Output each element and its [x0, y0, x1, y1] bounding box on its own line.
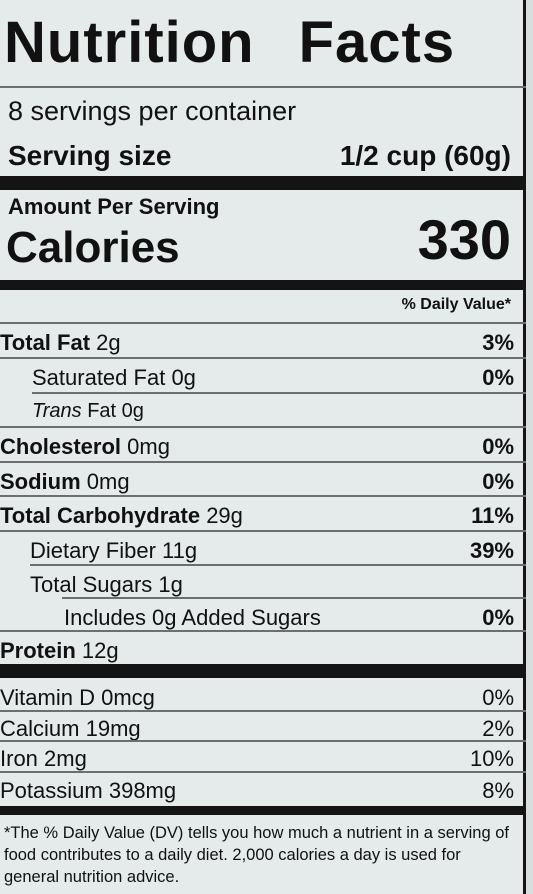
nutrient-name: Total Sugars	[30, 572, 153, 597]
vitamin-dv: 0%	[482, 685, 514, 710]
nutrient-row-cholesterol: Cholesterol 0mg 0%	[0, 428, 526, 462]
divider-thin	[62, 597, 526, 599]
divider-thin	[0, 86, 526, 88]
nutrient-amount: 0g	[171, 365, 196, 390]
vitamin-amount: 2mg	[44, 746, 87, 771]
nutrient-dv: 39%	[469, 538, 514, 563]
title-word-facts: Facts	[298, 10, 456, 75]
vitamin-row-potassium: Potassium 398mg 8%	[0, 772, 526, 806]
nutrient-row-total-carbohydrate: Total Carbohydrate 29g 11%	[0, 497, 526, 531]
nutrient-row-total-sugars: Total Sugars 1g	[0, 566, 526, 600]
divider-medium	[0, 280, 526, 290]
label-title: Nutrition Facts	[4, 14, 455, 72]
nutrient-name: Saturated Fat	[32, 365, 166, 390]
nutrient-row-sodium: Sodium 0mg 0%	[0, 463, 526, 497]
vitamin-name: Iron	[0, 746, 38, 771]
nutrient-amount: 0mg	[127, 434, 170, 459]
vitamin-row-calcium: Calcium 19mg 2%	[0, 710, 526, 744]
divider-thick	[0, 176, 526, 190]
divider-thin	[0, 771, 526, 773]
vitamin-amount: 398mg	[108, 778, 177, 803]
nutrient-row-total-fat: Total Fat 2g 3%	[0, 324, 526, 358]
nutrient-row-protein: Protein 12g	[0, 632, 526, 666]
nutrient-amount: 2g	[96, 330, 121, 355]
nutrient-amount: 1g	[158, 572, 183, 597]
daily-value-footnote: *The % Daily Value (DV) tells you how mu…	[4, 824, 510, 886]
vitamin-row-vitamin-d: Vitamin D 0mcg 0%	[0, 679, 526, 713]
divider-thin	[0, 630, 526, 632]
nutrient-dv: 0%	[482, 365, 514, 390]
nutrient-name: Cholesterol	[0, 434, 122, 459]
nutrient-dv: 11%	[471, 503, 514, 528]
vitamin-dv: 2%	[482, 716, 514, 741]
calories-label: Calories	[6, 223, 180, 272]
nutrient-name: Total Fat	[0, 330, 91, 355]
title-word-nutrition: Nutrition	[4, 10, 255, 75]
divider-thin	[0, 530, 526, 532]
vitamin-dv: 8%	[482, 778, 514, 803]
nutrient-dv: 3%	[482, 330, 514, 355]
vitamin-name: Vitamin D	[0, 685, 95, 710]
serving-size-value: 1/2 cup (60g)	[339, 140, 511, 171]
nutrient-name: Total Carbohydrate	[0, 503, 201, 528]
divider-thin	[0, 461, 526, 463]
divider-thin	[0, 495, 526, 497]
daily-value-header: % Daily Value*	[401, 296, 511, 313]
divider-thin	[30, 564, 526, 566]
vitamin-amount: 0mcg	[101, 685, 155, 710]
nutrient-row-trans-fat: Trans Fat 0g	[0, 394, 526, 428]
divider-thin	[32, 392, 526, 394]
nutrient-name: Trans	[32, 400, 82, 422]
vitamin-dv: 10%	[469, 746, 514, 771]
vitamin-name: Calcium	[0, 716, 80, 741]
divider-thick	[0, 664, 526, 678]
amount-per-serving: Amount Per Serving	[8, 194, 220, 219]
calories-value: 330	[417, 208, 511, 271]
nutrient-amount: 11g	[162, 538, 198, 563]
divider-thin	[0, 740, 526, 742]
divider-thin	[0, 710, 526, 712]
nutrient-name: Protein	[0, 638, 76, 663]
nutrient-amount: Fat 0g	[87, 400, 144, 422]
nutrient-dv: 0%	[482, 605, 514, 630]
nutrient-dv: 0%	[482, 469, 514, 494]
nutrient-row-added-sugars: Includes 0g Added Sugars 0%	[0, 599, 526, 633]
vitamin-name: Potassium	[0, 778, 103, 803]
divider-thin	[0, 322, 526, 324]
divider-thin	[0, 357, 526, 359]
divider-thin	[0, 426, 526, 428]
nutrient-amount: 29g	[206, 503, 243, 528]
nutrient-dv: 0%	[482, 434, 514, 459]
servings-per-container: 8 servings per container	[8, 96, 297, 126]
divider-medium	[0, 806, 526, 815]
nutrient-amount: 12g	[81, 638, 119, 663]
vitamin-row-iron: Iron 2mg 10%	[0, 740, 526, 774]
vitamin-amount: 19mg	[85, 716, 141, 741]
nutrient-row-saturated-fat: Saturated Fat 0g 0%	[0, 359, 526, 393]
nutrient-name: Includes 0g Added Sugars	[64, 605, 321, 630]
nutrient-amount: 0mg	[86, 469, 130, 494]
nutrient-name: Dietary Fiber	[30, 538, 156, 563]
serving-size-label: Serving size	[8, 140, 172, 171]
nutrient-row-dietary-fiber: Dietary Fiber 11g 39%	[0, 532, 526, 566]
nutrient-name: Sodium	[0, 469, 81, 494]
